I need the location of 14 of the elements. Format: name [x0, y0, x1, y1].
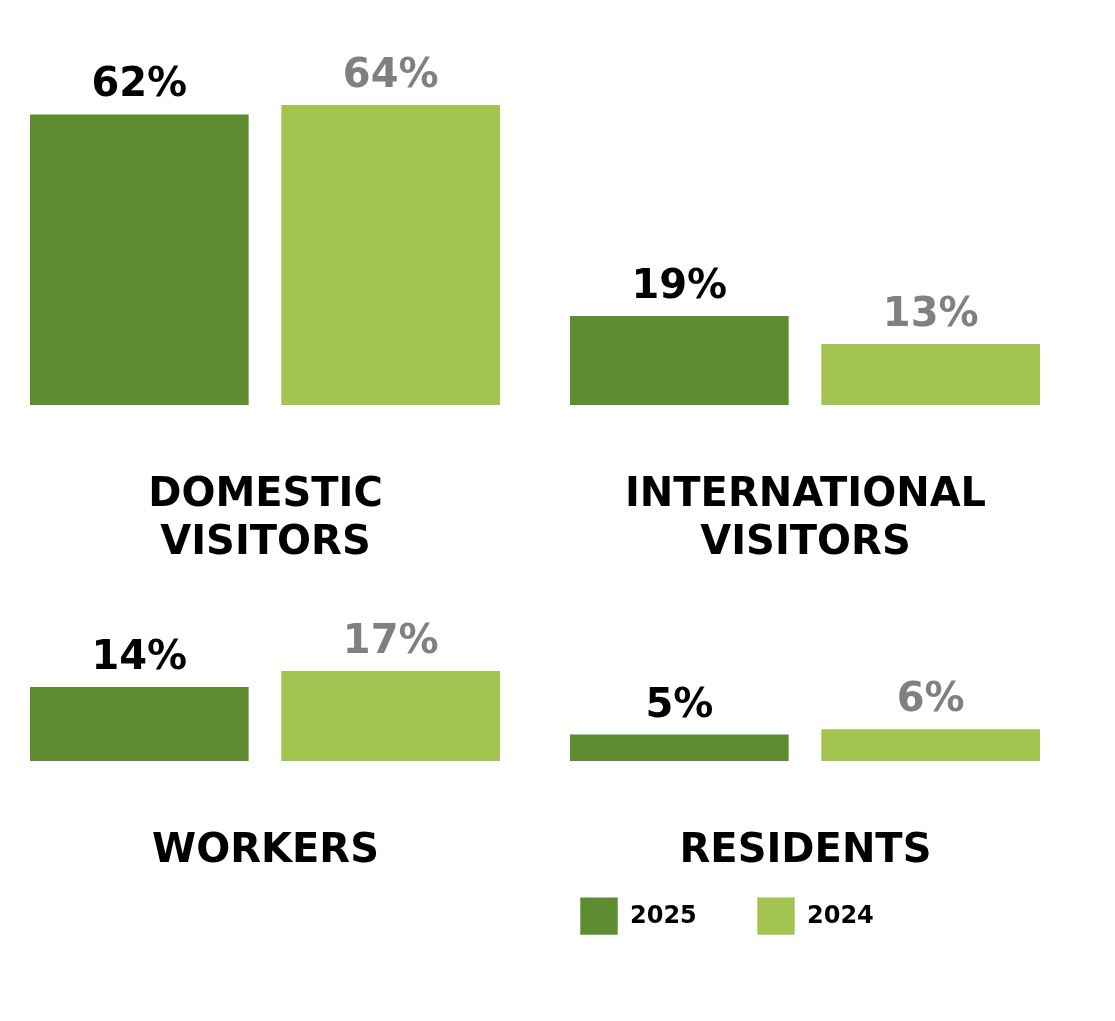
data-label: 6%: [896, 674, 965, 721]
data-label: 62%: [91, 59, 188, 106]
data-label: 5%: [645, 679, 714, 726]
legend-label: 2024: [807, 901, 874, 930]
x-axis-title: INTERNATIONAL VISITORS: [624, 468, 987, 563]
data-label: 64%: [342, 50, 439, 96]
x-axis-title: RESIDENTS: [679, 824, 932, 871]
x-axis-title: WORKERS: [152, 824, 379, 871]
data-label: 17%: [342, 616, 439, 662]
legend-label: 2025: [630, 901, 697, 930]
data-label: 14%: [91, 631, 188, 678]
data-label: 19%: [631, 260, 728, 307]
data-label: 13%: [882, 289, 979, 336]
x-axis-title: DOMESTIC VISITORS: [148, 468, 383, 563]
